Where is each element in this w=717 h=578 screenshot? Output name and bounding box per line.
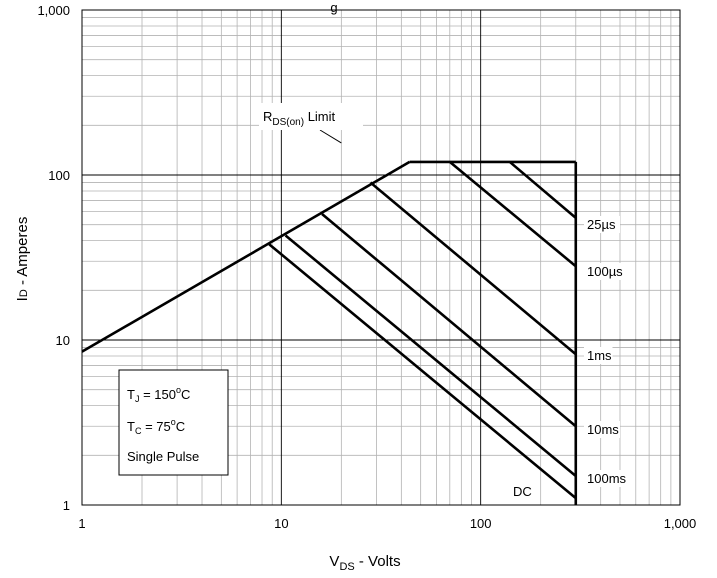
y-tick-label: 1 — [63, 498, 70, 513]
series-line-1ms — [369, 181, 577, 356]
x-axis-title-sub: DS — [339, 561, 354, 573]
y-axis-title: ID - Amperes — [14, 217, 31, 302]
y-axis-title-rest: - Amperes — [14, 217, 31, 290]
series-labels: 25µs 100µs 1ms 10ms 100ms DC — [513, 216, 628, 499]
condition-single-pulse: Single Pulse — [127, 449, 199, 464]
y-axis-title-sub: D — [18, 289, 30, 297]
series-label-100us: 100µs — [587, 264, 623, 279]
x-tick-labels: 1 10 100 1,000 — [78, 516, 696, 531]
series-label-bg — [584, 470, 628, 487]
series-label-bg — [584, 347, 613, 364]
y-tick-label: 100 — [48, 168, 70, 183]
series-label-dc: DC — [513, 484, 532, 499]
series-line-100us — [448, 160, 577, 268]
rds-limit-rest: Limit — [304, 109, 335, 124]
x-tick-label: 10 — [274, 516, 288, 531]
rds-limit-sub: DS(on) — [272, 117, 304, 128]
series-line-dc — [268, 243, 577, 500]
x-tick-label: 100 — [470, 516, 492, 531]
condition-tc: TC = 75oC — [127, 417, 185, 436]
series-line-100ms — [284, 234, 577, 477]
series-label-100ms: 100ms — [587, 471, 627, 486]
y-tick-label: 10 — [56, 333, 70, 348]
rds-label-box — [259, 103, 363, 130]
series-label-bg — [584, 216, 620, 233]
minor-grid — [82, 10, 680, 505]
rds-on-limit-line — [81, 160, 411, 353]
x-axis-title: VDS - Volts — [329, 553, 400, 573]
leaders — [319, 129, 342, 144]
rds-limit-label: RDS(on) Limit — [263, 109, 336, 128]
plot-frame — [81, 9, 681, 506]
x-tick-label: 1,000 — [664, 516, 697, 531]
x-axis-title-rest: - Volts — [355, 553, 401, 570]
y-tick-label: 1,000 — [37, 3, 70, 18]
series-label-25us: 25µs — [587, 217, 616, 232]
series-label-bg — [584, 421, 620, 438]
series-label-1ms: 1ms — [587, 348, 612, 363]
series-label-bg — [584, 263, 628, 280]
series-line-25us — [508, 160, 577, 219]
curves — [81, 160, 578, 505]
rds-label-leader — [319, 129, 342, 144]
x-axis-title-main: V — [329, 553, 339, 570]
conditions-box — [118, 369, 229, 476]
y-tick-labels: 1 10 100 1,000 — [37, 3, 70, 513]
x-tick-label: 1 — [78, 516, 85, 531]
y-axis-title-main: I — [14, 297, 31, 301]
rds-limit-main: R — [263, 109, 272, 124]
chart-title-fragment: g — [330, 0, 337, 15]
series-label-10ms: 10ms — [587, 422, 619, 437]
major-grid — [82, 10, 680, 505]
condition-tj: TJ = 150oC — [127, 385, 190, 404]
series-line-10ms — [321, 213, 577, 428]
